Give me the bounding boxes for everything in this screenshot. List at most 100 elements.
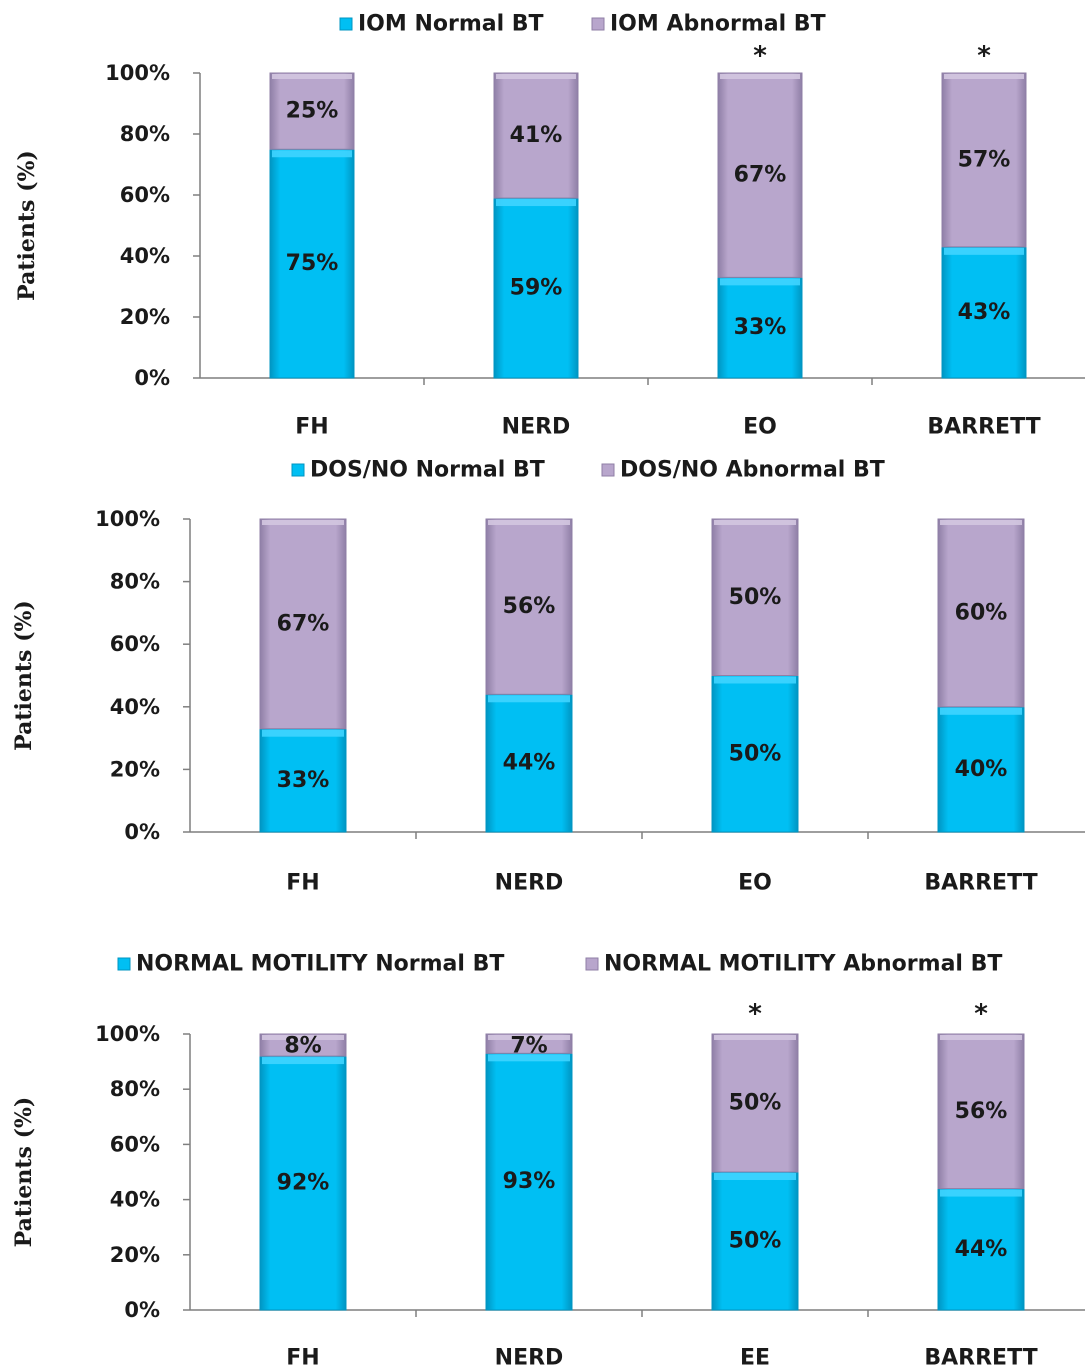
bar-abnormal-bt-bevel — [262, 520, 344, 525]
significance-marker: * — [753, 41, 767, 71]
data-label-abnormal-bt: 67% — [734, 163, 787, 188]
legend-swatch-normal-bt — [291, 463, 305, 477]
x-tick-label: FH — [286, 871, 319, 896]
y-axis-label: Patients (%) — [11, 1097, 37, 1248]
data-label-normal-bt: 44% — [503, 751, 556, 776]
data-label-normal-bt: 43% — [958, 300, 1011, 325]
bar-normal-bt — [711, 1171, 799, 1311]
bar-normal-bt — [259, 1055, 347, 1311]
legend-label: IOM Normal BT — [358, 12, 544, 37]
bar-abnormal-bt — [485, 518, 573, 695]
data-label-abnormal-bt: 50% — [729, 1091, 782, 1116]
legend-label: DOS/NO Abnormal BT — [620, 458, 885, 483]
data-label-abnormal-bt: 57% — [958, 147, 1011, 172]
bar-abnormal-bt — [711, 1033, 799, 1173]
legend-swatch-abnormal-bt — [601, 463, 615, 477]
bar-abnormal-bt — [493, 72, 579, 199]
y-tick-label: 0% — [134, 366, 170, 390]
bar-normal-bt-bevel — [714, 1173, 796, 1180]
y-axis-label: Patients (%) — [14, 150, 40, 301]
bar-normal-bt-bevel — [262, 729, 344, 737]
x-tick-label: EE — [740, 1346, 770, 1371]
bar-abnormal-bt-bevel — [940, 520, 1022, 525]
bar-normal-bt — [937, 1188, 1025, 1311]
bar-normal-bt-bevel — [262, 1057, 344, 1065]
legend-label: NORMAL MOTILITY Normal BT — [136, 952, 504, 977]
bar-abnormal-bt-bevel — [720, 74, 800, 79]
bar-normal-bt — [941, 246, 1027, 379]
x-tick-label: BARRETT — [924, 1346, 1037, 1371]
y-tick-label: 80% — [120, 122, 170, 146]
data-label-abnormal-bt: 56% — [503, 594, 556, 619]
significance-marker: * — [748, 999, 762, 1029]
y-tick-label: 40% — [120, 244, 170, 268]
bar-normal-bt — [493, 197, 579, 379]
bar-normal-bt-bevel — [488, 695, 570, 703]
bar-normal-bt — [937, 706, 1025, 833]
bar-normal-bt-bevel — [496, 199, 576, 207]
legend-swatch-normal-bt — [117, 957, 131, 971]
bar-abnormal-bt — [259, 518, 347, 730]
data-label-normal-bt: 33% — [277, 768, 330, 793]
data-label-abnormal-bt: 56% — [955, 1099, 1008, 1124]
chart-panel-3: NORMAL MOTILITY Normal BT NORMAL MOTILITY… — [11, 952, 1085, 1371]
chart-panel-2: DOS/NO Normal BT DOS/NO Abnormal BT Patien… — [11, 458, 1085, 896]
x-tick-label: BARRETT — [924, 871, 1037, 896]
bar-abnormal-bt-bevel — [714, 1035, 796, 1040]
bar-normal-bt-bevel — [940, 1189, 1022, 1197]
legend-swatch-abnormal-bt — [585, 957, 599, 971]
bar-normal-bt — [259, 728, 347, 833]
bar-normal-bt-bevel — [488, 1054, 570, 1062]
y-tick-label: 20% — [110, 1243, 160, 1267]
y-tick-label: 20% — [120, 305, 170, 329]
bar-normal-bt-bevel — [944, 247, 1024, 255]
bar-normal-bt-bevel — [272, 150, 352, 158]
y-tick-label: 100% — [95, 1022, 160, 1046]
data-label-normal-bt: 75% — [286, 251, 339, 276]
y-tick-label: 80% — [110, 570, 160, 594]
y-tick-label: 40% — [110, 695, 160, 719]
y-tick-label: 60% — [110, 1132, 160, 1156]
legend-swatch-normal-bt — [339, 17, 353, 31]
bar-abnormal-bt-bevel — [944, 74, 1024, 79]
x-tick-label: NERD — [502, 415, 571, 440]
y-tick-label: 0% — [124, 820, 160, 844]
data-label-normal-bt: 40% — [955, 757, 1008, 782]
x-tick-label: FH — [286, 1346, 319, 1371]
data-label-abnormal-bt: 67% — [277, 611, 330, 636]
legend-label: NORMAL MOTILITY Abnormal BT — [604, 952, 1002, 977]
x-tick-label: FH — [295, 415, 328, 440]
bar-abnormal-bt-bevel — [714, 520, 796, 525]
data-label-normal-bt: 59% — [510, 276, 563, 301]
chart-panel-1: IOM Normal BT IOM Abnormal BT Patients (%)… — [14, 12, 1085, 440]
data-label-normal-bt: 50% — [729, 1229, 782, 1254]
y-tick-label: 40% — [110, 1188, 160, 1212]
y-tick-label: 20% — [110, 757, 160, 781]
data-label-normal-bt: 33% — [734, 315, 787, 340]
y-axis-label: Patients (%) — [11, 600, 37, 751]
bar-abnormal-bt-bevel — [940, 1035, 1022, 1040]
bar-abnormal-bt — [941, 72, 1027, 248]
y-tick-label: 100% — [95, 507, 160, 531]
y-tick-label: 60% — [110, 632, 160, 656]
bar-normal-bt — [269, 148, 355, 379]
x-tick-label: EO — [738, 871, 772, 896]
legend-label: IOM Abnormal BT — [610, 12, 826, 37]
y-tick-label: 80% — [110, 1077, 160, 1101]
x-tick-label: NERD — [495, 871, 564, 896]
data-label-normal-bt: 92% — [277, 1171, 330, 1196]
x-tick-label: NERD — [495, 1346, 564, 1371]
data-label-normal-bt: 44% — [955, 1237, 1008, 1262]
significance-marker: * — [977, 41, 991, 71]
data-label-abnormal-bt: 7% — [510, 1034, 547, 1059]
data-label-normal-bt: 93% — [503, 1169, 556, 1194]
data-label-normal-bt: 50% — [729, 741, 782, 766]
bar-abnormal-bt-bevel — [488, 520, 570, 525]
data-label-abnormal-bt: 41% — [510, 123, 563, 148]
x-tick-label: EO — [743, 415, 777, 440]
data-label-abnormal-bt: 25% — [286, 99, 339, 124]
bar-normal-bt — [711, 675, 799, 833]
y-tick-label: 100% — [105, 61, 170, 85]
bar-abnormal-bt — [711, 518, 799, 676]
